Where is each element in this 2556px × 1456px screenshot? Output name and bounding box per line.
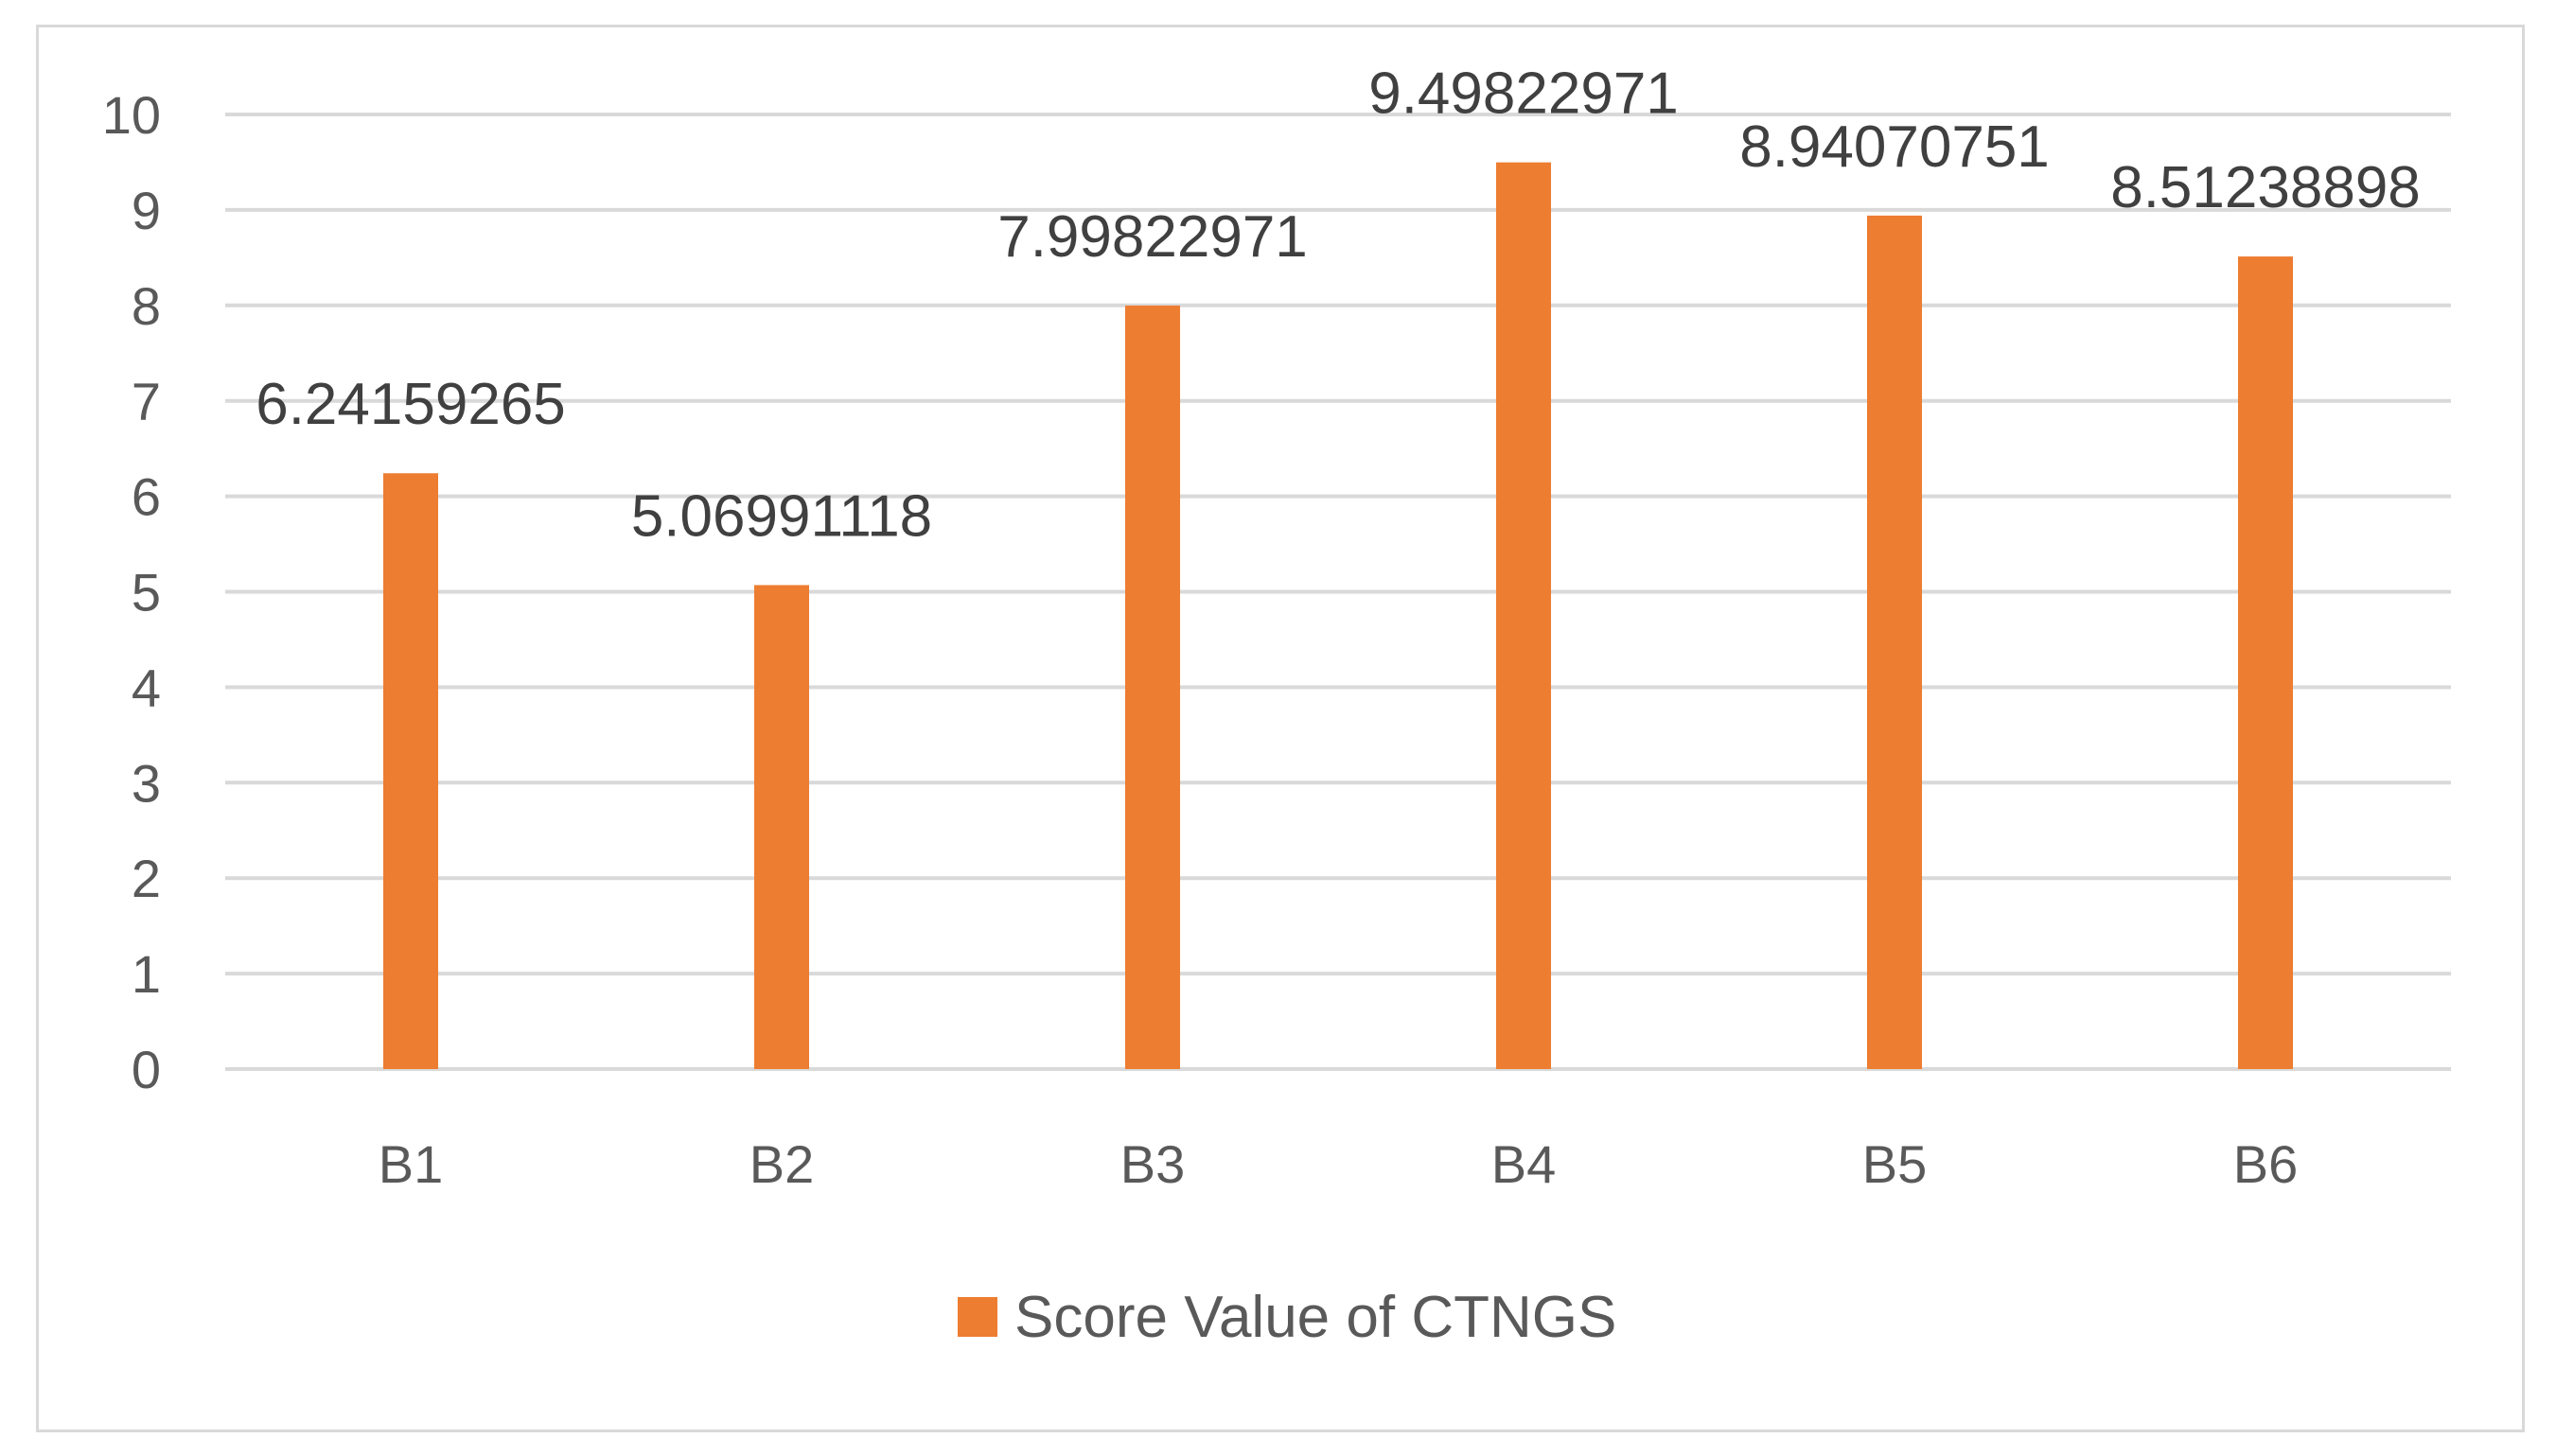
legend: Score Value of CTNGS [958, 1285, 1616, 1350]
bar-b4 [1496, 162, 1551, 1070]
y-tick-label: 7 [132, 372, 161, 431]
bar-b2 [754, 585, 809, 1069]
data-label-b5: 8.94070751 [1739, 114, 2050, 180]
data-label-b4: 9.49822971 [1368, 61, 1679, 127]
bar-b6 [2238, 256, 2293, 1069]
data-label-b6: 8.51238898 [2110, 155, 2421, 220]
data-labels: 6.24159265 5.06991118 7.99822971 9.49822971… [256, 61, 2421, 550]
data-label-b1: 6.24159265 [256, 372, 566, 437]
x-tick-label-b3: B3 [1120, 1134, 1186, 1194]
legend-swatch [958, 1297, 997, 1337]
y-tick-label: 5 [132, 563, 161, 623]
y-tick-label: 10 [102, 85, 161, 145]
y-tick-label: 8 [132, 276, 161, 336]
chart-frame [36, 25, 2525, 1432]
y-tick-label: 0 [132, 1040, 161, 1099]
y-tick-label: 1 [132, 944, 161, 1004]
x-tick-label-b5: B5 [1862, 1134, 1928, 1194]
y-tick-label: 3 [132, 753, 161, 813]
data-label-b3: 7.99822971 [997, 204, 1308, 270]
x-tick-label-b2: B2 [749, 1134, 815, 1194]
y-tick-label: 6 [132, 467, 161, 527]
y-tick-label: 9 [132, 181, 161, 240]
y-tick-label: 4 [132, 658, 161, 717]
gridlines [225, 113, 2451, 1071]
bar-b1 [383, 473, 438, 1070]
bar-b5 [1867, 215, 1922, 1069]
x-tick-label-b4: B4 [1491, 1134, 1557, 1194]
bar-b3 [1125, 305, 1180, 1069]
y-axis-tick-labels: 0 1 2 3 4 5 6 7 8 9 10 [102, 85, 161, 1099]
x-axis-tick-labels: B1 B2 B3 B4 B5 B6 [379, 1134, 2299, 1194]
legend-label: Score Value of CTNGS [1014, 1285, 1616, 1350]
y-tick-label: 2 [132, 849, 161, 908]
x-tick-label-b6: B6 [2233, 1134, 2299, 1194]
bars [383, 162, 2293, 1070]
x-tick-label-b1: B1 [379, 1134, 444, 1194]
data-label-b2: 5.06991118 [631, 483, 932, 549]
